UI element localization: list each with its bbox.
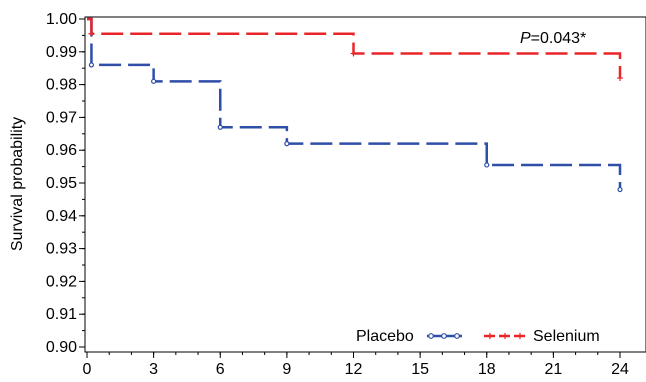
y-tick-label: 0.93	[46, 241, 77, 258]
y-tick-label: 0.95	[46, 175, 77, 192]
y-tick-label: 0.94	[46, 208, 77, 225]
legend-marker-selenium	[502, 333, 508, 339]
legend: Placebo Selenium	[356, 328, 600, 345]
placebo-point	[617, 186, 623, 193]
legend-marker-selenium	[487, 333, 493, 339]
series-layer	[87, 17, 623, 193]
legend-label-selenium: Selenium	[533, 328, 600, 345]
y-tick-label: 0.90	[46, 339, 77, 356]
legend-label-placebo: Placebo	[356, 328, 414, 345]
y-tick-label: 0.99	[46, 44, 77, 61]
p-value-text: =0.043*	[531, 30, 587, 47]
legend-marker-selenium	[517, 333, 523, 339]
selenium-point	[88, 30, 95, 37]
p-value-italic: P	[520, 30, 531, 47]
placebo-point	[151, 78, 157, 84]
x-tick-label: 18	[478, 361, 496, 377]
legend-marker-placebo	[454, 333, 460, 339]
x-tick-label: 15	[411, 361, 429, 377]
placebo-point	[217, 124, 223, 130]
placebo-point	[284, 141, 290, 147]
x-tick-label: 12	[345, 361, 363, 377]
y-tick-label: 0.91	[46, 306, 77, 323]
x-tick-label: 9	[282, 361, 291, 377]
selenium-curve	[87, 17, 622, 79]
x-tick-label: 21	[544, 361, 562, 377]
x-axis: 0 3 6 9 12 15 18 21 24	[83, 352, 629, 378]
selenium-point	[350, 50, 357, 57]
y-tick-label: 1.00	[46, 11, 77, 28]
y-tick-label: 0.96	[46, 142, 77, 159]
y-tick-label: 0.97	[46, 109, 77, 126]
placebo-point	[88, 62, 95, 68]
y-axis-label: Survival probability	[9, 117, 26, 251]
p-value-annotation: P=0.043*	[520, 30, 586, 47]
x-tick-label: 6	[216, 361, 225, 377]
x-tick-label: 0	[83, 361, 92, 377]
legend-marker-placebo	[441, 333, 447, 339]
placebo-point	[484, 162, 490, 168]
plot-area-frame	[84, 16, 646, 353]
y-tick-label: 0.98	[46, 77, 77, 94]
y-tick-label: 0.92	[46, 273, 77, 290]
x-tick-label: 24	[611, 361, 629, 377]
selenium-point	[617, 75, 623, 82]
x-tick-label: 3	[149, 361, 158, 377]
y-axis: 0.90 0.91 0.92 0.93 0.94 0.95 0.96 0.97 0.98 0.99…	[46, 11, 85, 356]
legend-marker-placebo	[428, 333, 434, 339]
